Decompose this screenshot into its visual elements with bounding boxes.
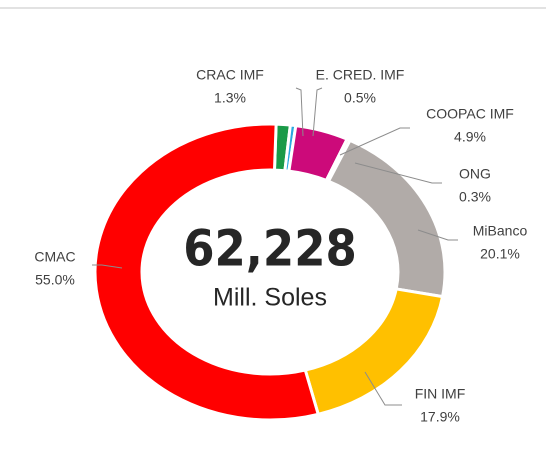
slice-label: E. CRED. IMF: [316, 67, 405, 83]
slice-label: COOPAC IMF: [426, 106, 514, 122]
leader-line: [364, 371, 402, 406]
slice-value-label: 0.5%: [344, 90, 376, 106]
slice-label: CMAC: [34, 249, 75, 265]
slice-value-label: 4.9%: [454, 129, 486, 145]
center-unit: Mill. Soles: [213, 284, 327, 312]
slice-value-label: 17.9%: [420, 409, 460, 425]
slice-value-label: 55.0%: [35, 272, 75, 288]
leader-line: [339, 127, 410, 156]
slice-value-label: 1.3%: [214, 90, 246, 106]
slice-label: ONG: [459, 166, 491, 182]
slice-label: MiBanco: [473, 223, 528, 239]
slice-value-label: 20.1%: [480, 246, 520, 262]
leader-line: [354, 162, 442, 184]
donut-slice: [93, 122, 321, 422]
leader-line: [92, 264, 123, 269]
slice-label: FIN IMF: [415, 386, 466, 402]
leader-line: [417, 229, 458, 241]
leader-line: [312, 87, 323, 137]
leader-line: [295, 87, 304, 137]
slice-value-label: 0.3%: [459, 189, 491, 205]
slice-label: CRAC IMF: [196, 67, 264, 83]
center-value: 62,228: [183, 220, 357, 278]
